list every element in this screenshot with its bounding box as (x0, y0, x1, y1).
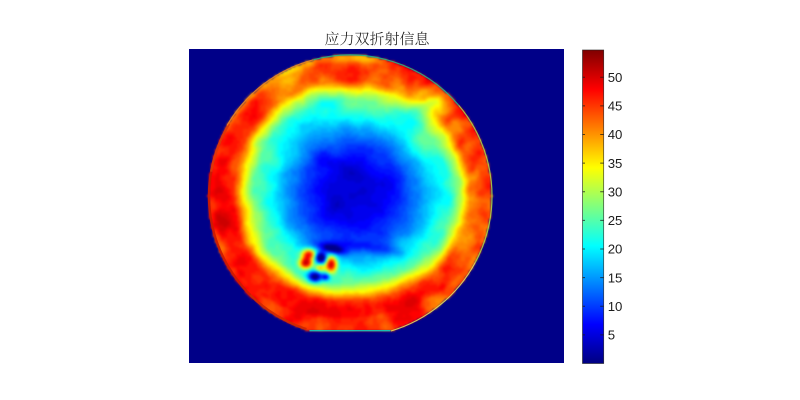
svg-text:25: 25 (608, 213, 623, 228)
svg-text:20: 20 (608, 242, 623, 257)
svg-text:40: 40 (608, 127, 623, 142)
svg-text:35: 35 (608, 156, 623, 171)
svg-text:50: 50 (608, 70, 623, 85)
svg-text:10: 10 (608, 299, 623, 314)
svg-text:5: 5 (608, 328, 615, 343)
svg-text:45: 45 (608, 99, 623, 114)
svg-text:30: 30 (608, 185, 623, 200)
svg-text:15: 15 (608, 270, 623, 285)
